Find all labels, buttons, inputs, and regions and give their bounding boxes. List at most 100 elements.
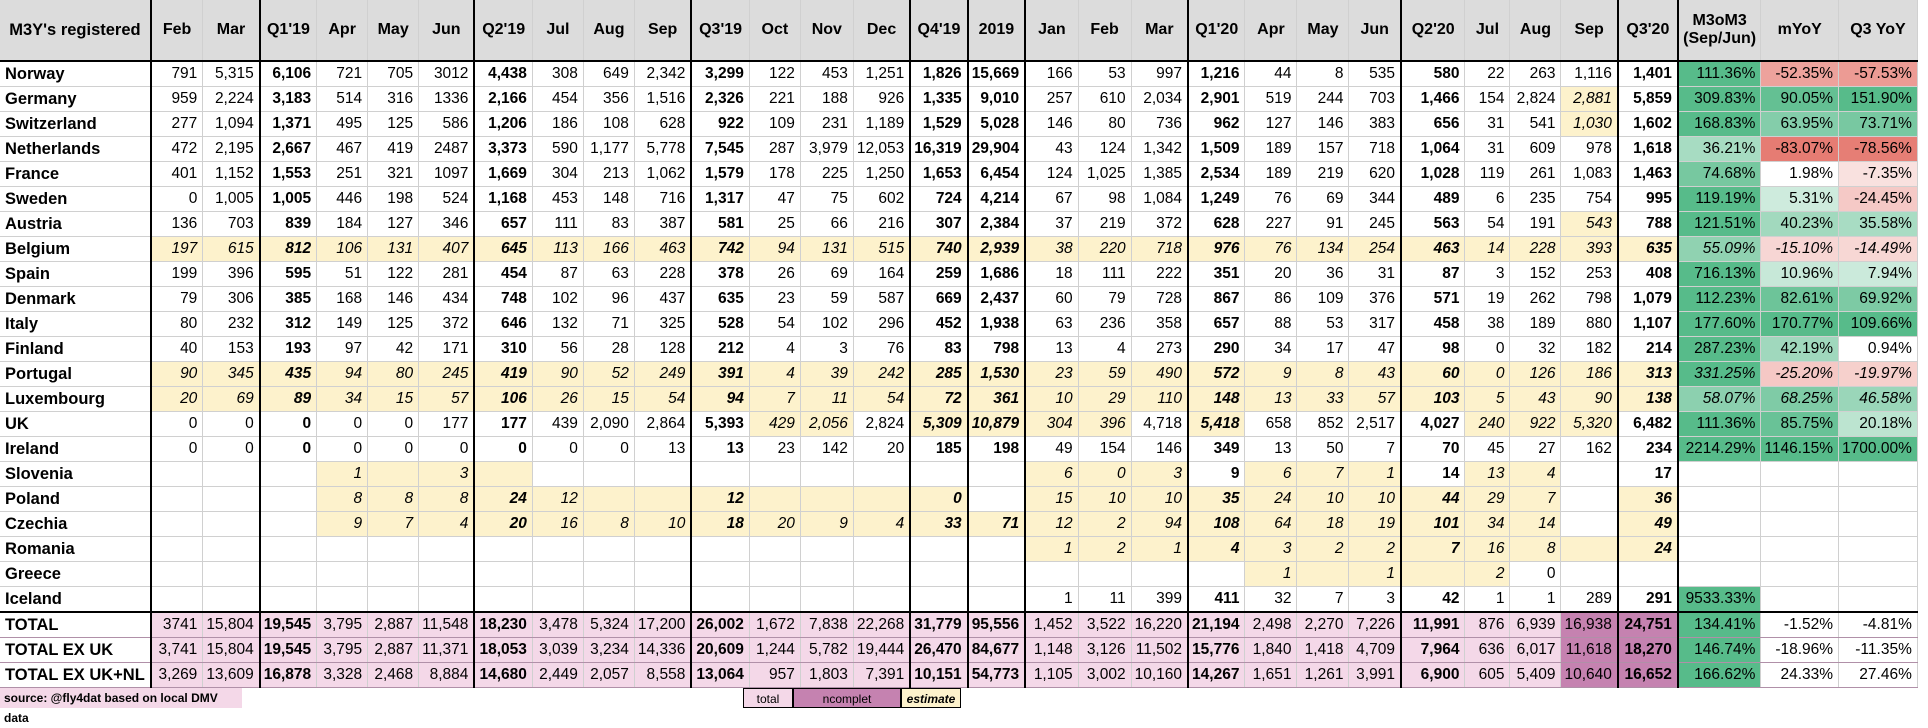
value-cell: 188 [800, 86, 854, 112]
value-cell: 458 [1399, 311, 1466, 337]
row-label: Greece [0, 561, 152, 587]
value-cell [749, 461, 801, 487]
value-cell: 2,498 [1244, 611, 1298, 638]
value-cell: 325 [634, 311, 692, 337]
value-cell: 519 [1244, 86, 1298, 112]
percent-cell: 20.18% [1838, 411, 1918, 437]
value-cell: 10,640 [1560, 662, 1619, 688]
value-cell: 245 [418, 361, 475, 387]
value-cell [1078, 561, 1132, 587]
value-cell: 3,328 [316, 662, 369, 688]
row-label: Netherlands [0, 136, 152, 162]
value-cell: 67 [1025, 186, 1079, 212]
value-cell: 26 [532, 386, 584, 412]
value-cell: 3 [1348, 586, 1402, 613]
value-cell: 615 [202, 236, 261, 262]
value-cell: 7 [1348, 436, 1402, 462]
value-cell: 9 [1244, 361, 1298, 387]
value-cell: 240 [1464, 411, 1511, 437]
header-cell: Jul [532, 0, 584, 62]
value-cell: 2,534 [1187, 161, 1246, 187]
value-cell: 14 [1509, 511, 1562, 537]
value-cell: 177 [418, 411, 475, 437]
percent-cell: 168.83% [1676, 111, 1762, 137]
value-cell [367, 586, 420, 613]
value-cell: 308 [532, 61, 584, 87]
value-cell: 524 [418, 186, 475, 212]
value-cell: 595 [258, 261, 318, 287]
value-cell: 740 [909, 236, 969, 262]
value-cell: 97 [316, 336, 369, 362]
value-cell: 8,884 [418, 662, 475, 688]
value-cell: 0 [202, 436, 261, 462]
value-cell: 3 [800, 336, 854, 362]
value-cell: 125 [367, 311, 420, 337]
value-cell: 11 [800, 386, 854, 412]
country-row: Greece 1 1 2 0 [0, 561, 1918, 587]
value-cell [966, 586, 1027, 613]
value-cell: 60 [1025, 286, 1079, 312]
percent-cell [1838, 586, 1918, 613]
value-cell: 6 [1025, 461, 1079, 487]
value-cell: 446 [316, 186, 369, 212]
value-cell: 54 [1464, 211, 1511, 237]
value-cell: 791 [150, 61, 204, 87]
value-cell: 9,010 [966, 86, 1027, 112]
value-cell: 0 [1464, 361, 1511, 387]
value-cell [853, 561, 911, 587]
value-cell: 1,189 [853, 111, 911, 137]
value-cell [258, 561, 318, 587]
total-row: TOTAL EX UK 3,741 15,804 19,545 3,795 2,887 11… [0, 637, 1918, 663]
value-cell: 69 [202, 386, 261, 412]
value-cell [853, 536, 911, 562]
value-cell: 127 [1244, 111, 1298, 137]
value-cell: 13,609 [202, 662, 261, 688]
value-cell: 4,027 [1399, 411, 1466, 437]
value-cell: 234 [1616, 436, 1679, 462]
value-cell: 113 [532, 236, 584, 262]
value-cell: 26,470 [909, 637, 969, 663]
value-cell: 261 [1509, 161, 1562, 187]
value-cell: 63 [1025, 311, 1079, 337]
header-cell: May [367, 0, 420, 62]
percent-cell: 166.62% [1676, 662, 1762, 688]
row-label: Luxembourg [0, 386, 152, 412]
value-cell: 1,250 [853, 161, 911, 187]
value-cell: 383 [1348, 111, 1402, 137]
percent-cell [1676, 561, 1762, 587]
percent-cell: 119.19% [1676, 186, 1762, 212]
value-cell: 31 [1464, 136, 1511, 162]
value-cell: 306 [202, 286, 261, 312]
value-cell: 2,887 [367, 611, 420, 638]
value-cell: 31 [1464, 111, 1511, 137]
value-cell [473, 536, 533, 562]
value-cell: 109 [1296, 286, 1350, 312]
value-cell: 4 [749, 336, 801, 362]
legend-estimate: estimate [901, 688, 961, 708]
value-cell: 581 [690, 211, 750, 237]
value-cell: 15 [367, 386, 420, 412]
value-cell: 1,335 [909, 86, 969, 112]
value-cell: 90 [532, 361, 584, 387]
value-cell [367, 536, 420, 562]
registrations-table: M3Y's registered Feb Mar Q1'19 Apr May Jun Q2'1… [0, 0, 1918, 688]
value-cell: 231 [800, 111, 854, 137]
value-cell: 19 [1348, 511, 1402, 537]
value-cell: 636 [1464, 637, 1511, 663]
percent-cell: 331.25% [1676, 361, 1762, 387]
percent-cell [1676, 511, 1762, 537]
value-cell: 49 [1025, 436, 1079, 462]
header-cell: Mar [1131, 0, 1189, 62]
value-cell [1025, 561, 1079, 587]
value-cell: 132 [532, 311, 584, 337]
value-cell: 852 [1296, 411, 1350, 437]
value-cell: 18,053 [473, 637, 533, 663]
value-cell: 0 [1509, 561, 1562, 587]
value-cell: 134 [1296, 236, 1350, 262]
percent-cell: 7.94% [1838, 261, 1918, 287]
country-row: Switzerland 277 1,094 1,371 495 125 586 1,206 18… [0, 111, 1918, 137]
value-cell: 5,782 [800, 637, 854, 663]
header-cell: May [1296, 0, 1350, 62]
value-cell: 125 [367, 111, 420, 137]
value-cell: 605 [1464, 662, 1511, 688]
